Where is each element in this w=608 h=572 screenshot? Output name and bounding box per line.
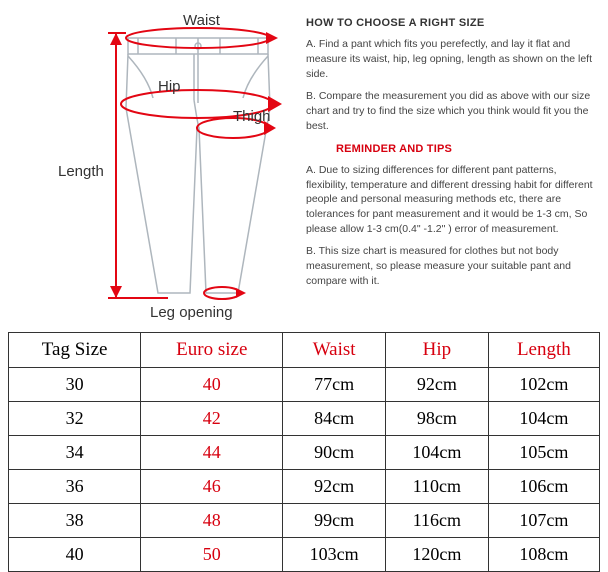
cell-tag: 40 [9,538,141,572]
cell-hip: 98cm [386,402,489,436]
cell-tag: 38 [9,504,141,538]
instructions: HOW TO CHOOSE A RIGHT SIZE A. Find a pan… [306,8,600,328]
pants-svg [8,8,298,328]
table-row: 40 50 103cm 120cm 108cm [9,538,600,572]
cell-waist: 103cm [283,538,386,572]
cell-length: 104cm [488,402,599,436]
cell-length: 107cm [488,504,599,538]
cell-waist: 92cm [283,470,386,504]
size-table: Tag Size Euro size Waist Hip Length 30 4… [8,332,600,572]
label-waist: Waist [183,12,220,29]
tip-b: B. This size chart is measured for cloth… [306,244,594,288]
cell-tag: 34 [9,436,141,470]
col-tag-size: Tag Size [9,333,141,368]
table-row: 32 42 84cm 98cm 104cm [9,402,600,436]
cell-waist: 90cm [283,436,386,470]
table-body: 30 40 77cm 92cm 102cm 32 42 84cm 98cm 10… [9,368,600,572]
instruction-a: A. Find a pant which fits you perefectly… [306,37,594,81]
cell-euro: 42 [141,402,283,436]
cell-euro: 48 [141,504,283,538]
cell-hip: 110cm [386,470,489,504]
sizing-guide: Waist Hip Thigh Length Leg opening HOW T… [0,0,608,559]
label-length: Length [58,163,104,180]
cell-hip: 120cm [386,538,489,572]
pants-diagram: Waist Hip Thigh Length Leg opening [8,8,298,328]
cell-hip: 104cm [386,436,489,470]
cell-length: 102cm [488,368,599,402]
cell-tag: 32 [9,402,141,436]
table-row: 38 48 99cm 116cm 107cm [9,504,600,538]
instruction-b: B. Compare the measurement you did as ab… [306,89,594,133]
header-row: Tag Size Euro size Waist Hip Length [9,333,600,368]
label-hip: Hip [158,78,181,95]
top-section: Waist Hip Thigh Length Leg opening HOW T… [8,8,600,328]
label-thigh: Thigh [233,108,271,125]
cell-waist: 99cm [283,504,386,538]
cell-length: 105cm [488,436,599,470]
cell-hip: 116cm [386,504,489,538]
table-row: 30 40 77cm 92cm 102cm [9,368,600,402]
cell-hip: 92cm [386,368,489,402]
reminder-title: REMINDER AND TIPS [336,142,594,157]
cell-euro: 46 [141,470,283,504]
col-hip: Hip [386,333,489,368]
col-euro-size: Euro size [141,333,283,368]
label-leg-opening: Leg opening [150,304,233,321]
cell-tag: 30 [9,368,141,402]
cell-length: 106cm [488,470,599,504]
cell-waist: 84cm [283,402,386,436]
cell-waist: 77cm [283,368,386,402]
col-length: Length [488,333,599,368]
cell-length: 108cm [488,538,599,572]
table-row: 36 46 92cm 110cm 106cm [9,470,600,504]
tip-a: A. Due to sizing differences for differe… [306,163,594,236]
cell-euro: 50 [141,538,283,572]
cell-tag: 36 [9,470,141,504]
table-header: Tag Size Euro size Waist Hip Length [9,333,600,368]
cell-euro: 40 [141,368,283,402]
table-row: 34 44 90cm 104cm 105cm [9,436,600,470]
how-to-title: HOW TO CHOOSE A RIGHT SIZE [306,16,594,31]
col-waist: Waist [283,333,386,368]
cell-euro: 44 [141,436,283,470]
